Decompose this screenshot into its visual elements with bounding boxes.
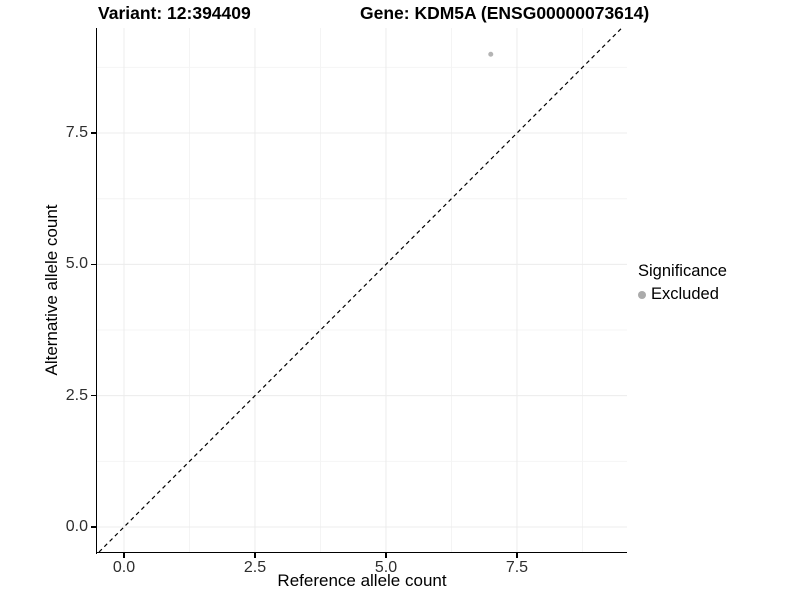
- data-point: [488, 51, 494, 57]
- legend-title: Significance: [638, 262, 727, 280]
- y-axis-line: [95, 28, 97, 554]
- y-tick-label: 5.0: [65, 255, 88, 273]
- y-tick-mark: [90, 394, 96, 397]
- y-tick-label: 2.5: [65, 386, 88, 404]
- x-tick-mark: [516, 553, 518, 558]
- legend-items: Excluded: [638, 285, 727, 304]
- y-tick-mark: [90, 132, 96, 134]
- plot-title-gene: Gene: KDM5A (ENSG00000073614): [360, 3, 650, 23]
- x-tick-label: 0.0: [112, 559, 136, 576]
- y-axis-title: Alternative allele count: [42, 204, 61, 376]
- legend: Significance Excluded: [638, 262, 727, 304]
- y-tick-label: 0.0: [65, 517, 88, 535]
- y-tick-label: 7.5: [65, 124, 88, 142]
- chart-canvas: [97, 27, 627, 553]
- x-tick-label: 5.0: [374, 559, 398, 576]
- x-tick-label: 2.5: [243, 559, 267, 576]
- y-tick-mark: [90, 526, 96, 528]
- x-axis-line: [95, 551, 627, 553]
- legend-item-label: Excluded: [651, 285, 719, 303]
- legend-item: Excluded: [638, 285, 727, 304]
- plot-panel: [97, 27, 627, 553]
- identity-line: [98, 27, 623, 553]
- x-axis-title: Reference allele count: [277, 571, 447, 590]
- legend-key-dot-icon: [638, 290, 646, 299]
- x-tick-mark: [385, 553, 387, 558]
- x-tick-mark: [254, 553, 256, 558]
- plot-title-variant: Variant: 12:394409: [98, 3, 251, 23]
- x-tick-label: 7.5: [505, 559, 529, 576]
- y-tick-mark: [90, 263, 96, 266]
- x-tick-mark: [123, 553, 125, 558]
